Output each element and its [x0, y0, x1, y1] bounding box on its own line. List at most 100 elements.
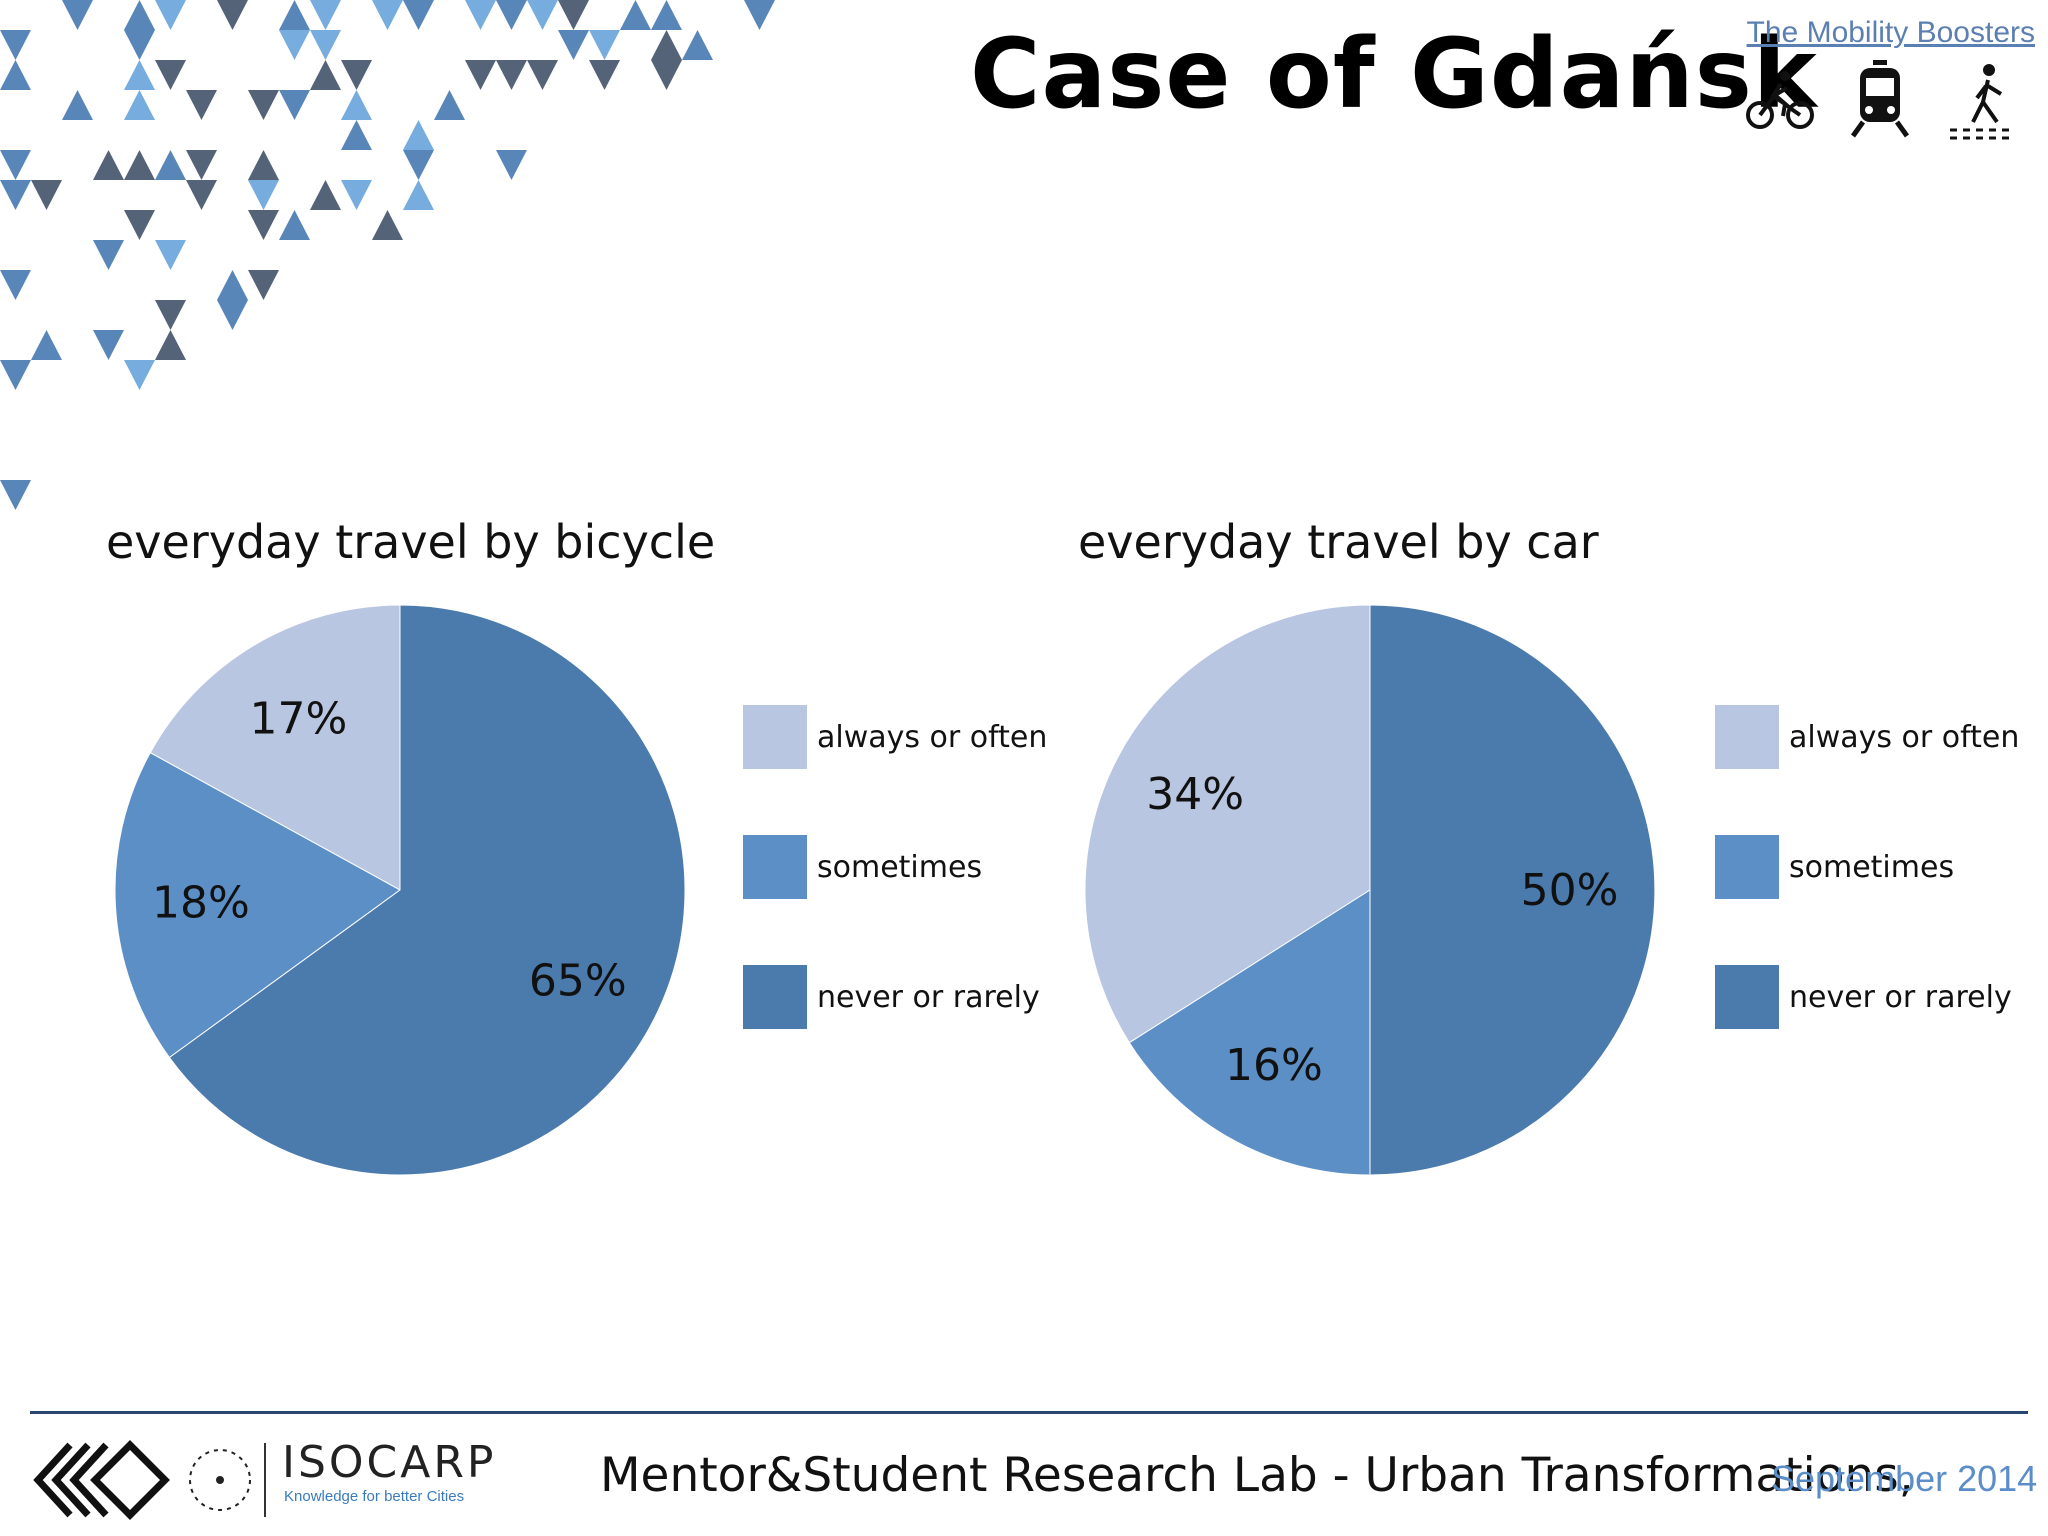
legend-label: always or often: [1789, 719, 2020, 755]
decorative-triangle: [0, 30, 31, 60]
decorative-triangle: [372, 0, 403, 30]
decorative-triangle: [217, 0, 248, 30]
decorative-triangle: [186, 180, 217, 210]
legend-swatch: [1715, 705, 1779, 769]
pie-label-sometimes: 18%: [152, 878, 250, 929]
decorative-triangle: [62, 0, 93, 30]
decorative-triangle: [682, 30, 713, 60]
decorative-triangle: [651, 30, 682, 60]
decorative-triangle: [0, 480, 31, 510]
decorative-triangle: [651, 0, 682, 30]
decorative-triangle: [0, 360, 31, 390]
decorative-triangle: [279, 210, 310, 240]
decorative-triangle: [124, 210, 155, 240]
legend-swatch: [1715, 965, 1779, 1029]
decorative-triangle: [155, 300, 186, 330]
legend-swatch: [743, 965, 807, 1029]
decorative-triangle: [372, 210, 403, 240]
decorative-triangle: [124, 30, 155, 60]
legend-label: sometimes: [1789, 849, 1955, 885]
legend-item-always-or-often: always or often: [1715, 705, 2019, 769]
pie-label-never-or-rarely: 65%: [529, 956, 627, 1007]
legend-item-never-or-rarely: never or rarely: [1715, 965, 2012, 1029]
decorative-triangle: [403, 120, 434, 150]
decorative-triangle: [744, 0, 775, 30]
decorative-triangle: [0, 180, 31, 210]
decorative-triangle: [0, 270, 31, 300]
pie-slice-never-or-rarely: [1369, 604, 1656, 1176]
decorative-triangle: [186, 150, 217, 180]
legend-item-sometimes: sometimes: [743, 835, 982, 899]
decorative-triangle: [155, 0, 186, 30]
decorative-triangle: [62, 90, 93, 120]
legend-label: always or often: [817, 719, 1048, 755]
decorative-triangle: [496, 60, 527, 90]
footer-divider: [30, 1411, 2028, 1414]
pie-slice-always-or-often: [1084, 604, 1371, 1044]
pie-label-always-or-often: 17%: [250, 693, 348, 744]
legend-label: sometimes: [817, 849, 983, 885]
pedestrian-icon: [1950, 64, 2009, 140]
decorative-triangle: [341, 90, 372, 120]
decorative-triangle: [465, 60, 496, 90]
decorative-triangle: [124, 360, 155, 390]
decorative-triangle: [124, 150, 155, 180]
chart-title-bicycle: everyday travel by bicycle: [106, 515, 716, 569]
decorative-triangle: [310, 60, 341, 90]
decorative-triangle: [558, 30, 589, 60]
decorative-triangle: [124, 60, 155, 90]
footer-text: Mentor&Student Research Lab - Urban Tran…: [600, 1448, 1914, 1503]
logo-separator: [264, 1443, 266, 1517]
legend-label: never or rarely: [1789, 979, 2012, 1015]
isocarp-seal-icon: [189, 1449, 251, 1511]
decorative-triangle: [527, 0, 558, 30]
train-icon: [1850, 60, 1910, 138]
pie-slice-sometimes: [1128, 889, 1371, 1176]
footer-logos: [33, 1440, 266, 1520]
decorative-triangle: [620, 0, 651, 30]
legend-item-sometimes: sometimes: [1715, 835, 1954, 899]
pie-label-never-or-rarely: 50%: [1521, 865, 1619, 916]
chart-title-car: everyday travel by car: [1078, 515, 1599, 569]
decorative-triangle: [248, 180, 279, 210]
pie-label-sometimes: 16%: [1225, 1040, 1323, 1091]
legend-swatch: [743, 705, 807, 769]
decorative-triangle: [434, 90, 465, 120]
legend-swatch: [743, 835, 807, 899]
decorative-triangle: [248, 270, 279, 300]
mobility-icons: [1746, 60, 2009, 140]
decorative-triangle: [31, 330, 62, 360]
pie-slice-never-or-rarely: [168, 604, 686, 1176]
isocarp-wordmark: ISOCARP: [282, 1437, 497, 1488]
decorative-triangle: [403, 150, 434, 180]
decorative-triangle: [155, 240, 186, 270]
decorative-triangle: [651, 60, 682, 90]
decorative-triangle: [31, 180, 62, 210]
lab-logo-icon: [33, 1440, 170, 1520]
decorative-triangle: [248, 210, 279, 240]
decorative-triangle: [186, 90, 217, 120]
decorative-triangle: [527, 60, 558, 90]
decorative-triangle: [93, 150, 124, 180]
decorative-triangle: [310, 0, 341, 30]
decorative-triangle: [279, 90, 310, 120]
decorative-triangle: [93, 330, 124, 360]
decorative-triangle: [155, 330, 186, 360]
decorative-triangle: [248, 150, 279, 180]
decorative-triangle: [124, 90, 155, 120]
bicycle-icon: [1746, 71, 1814, 129]
decorative-triangle: [279, 0, 310, 30]
decorative-triangle: [558, 0, 589, 30]
legend-item-always-or-often: always or often: [743, 705, 1047, 769]
decorative-triangle: [403, 180, 434, 210]
decorative-triangle: [93, 240, 124, 270]
decorative-triangle: [589, 30, 620, 60]
decorative-triangle: [310, 180, 341, 210]
isocarp-tagline: Knowledge for better Cities: [284, 1488, 465, 1505]
pie-label-always-or-often: 34%: [1146, 769, 1244, 820]
decorative-triangle: [341, 180, 372, 210]
decorative-triangle: [155, 60, 186, 90]
brand-link[interactable]: The Mobility Boosters: [1746, 16, 2035, 49]
decorative-triangle: [124, 0, 155, 30]
decorative-triangle: [279, 30, 310, 60]
